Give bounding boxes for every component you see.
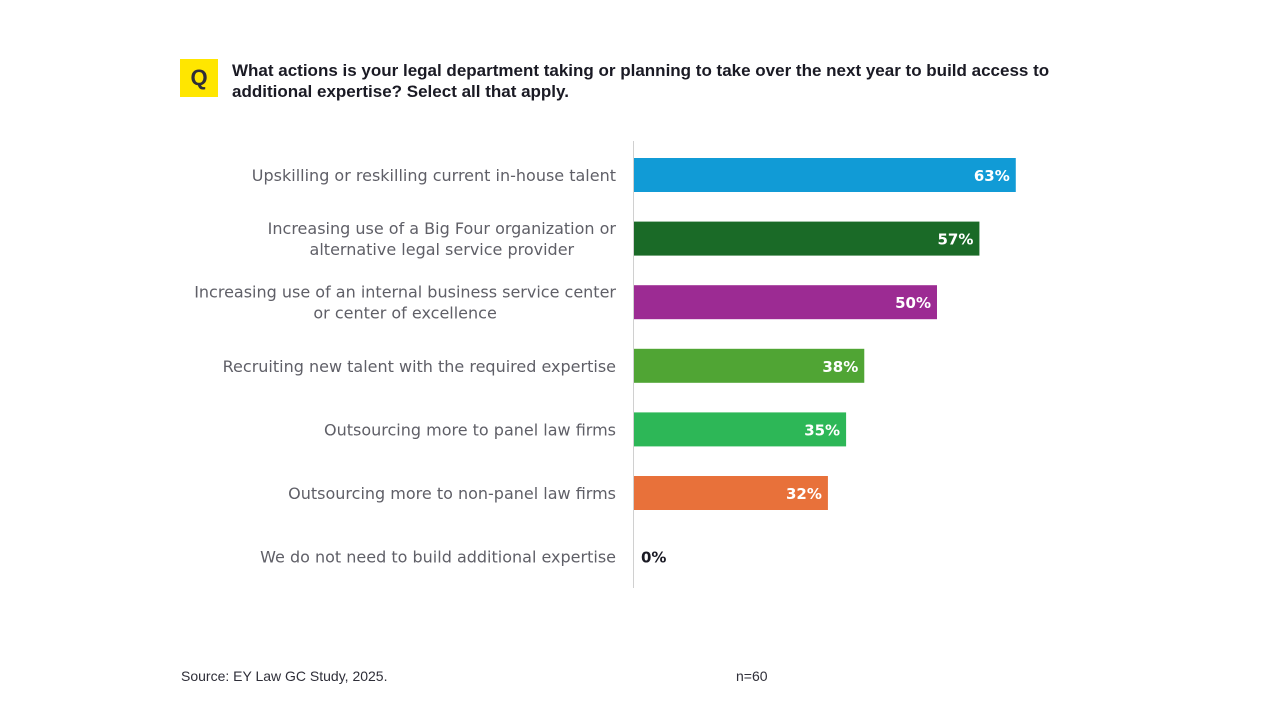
source-note: Source: EY Law GC Study, 2025. <box>181 668 388 684</box>
question-badge: Q <box>180 59 218 97</box>
category-label: Upskilling or reskilling current in-hous… <box>252 166 616 185</box>
category-label-line: Outsourcing more to non-panel law firms <box>288 484 616 503</box>
value-label: 32% <box>786 485 822 503</box>
value-label: 0% <box>641 549 666 567</box>
category-label: Outsourcing more to panel law firms <box>324 420 616 439</box>
category-label-line: Increasing use of a Big Four organizatio… <box>268 219 617 238</box>
bar <box>634 221 980 256</box>
value-label: 35% <box>804 421 840 439</box>
value-label: 38% <box>822 358 858 376</box>
category-label: Increasing use of a Big Four organizatio… <box>268 219 617 259</box>
value-label: 57% <box>938 231 974 249</box>
value-label: 50% <box>895 294 931 312</box>
category-label-line: Outsourcing more to panel law firms <box>324 420 616 439</box>
bar <box>634 476 828 510</box>
bar <box>634 285 937 320</box>
category-label-line: We do not need to build additional exper… <box>260 548 616 567</box>
category-label: Outsourcing more to non-panel law firms <box>288 484 616 503</box>
bar <box>634 348 865 383</box>
category-label-line: Increasing use of an internal business s… <box>194 283 616 302</box>
category-label: Recruiting new talent with the required … <box>223 357 616 376</box>
category-label: We do not need to build additional exper… <box>260 548 616 567</box>
category-label-line: alternative legal service provider <box>310 240 575 259</box>
category-label-line: Recruiting new talent with the required … <box>223 357 616 376</box>
category-label-line: or center of excellence <box>313 304 496 323</box>
category-label: Increasing use of an internal business s… <box>194 283 616 323</box>
category-label-line: Upskilling or reskilling current in-hous… <box>252 166 616 185</box>
question-text: What actions is your legal department ta… <box>232 61 1050 101</box>
bar <box>634 412 847 447</box>
bar <box>634 158 1016 192</box>
sample-size: n=60 <box>736 668 768 684</box>
value-label: 63% <box>974 167 1010 185</box>
